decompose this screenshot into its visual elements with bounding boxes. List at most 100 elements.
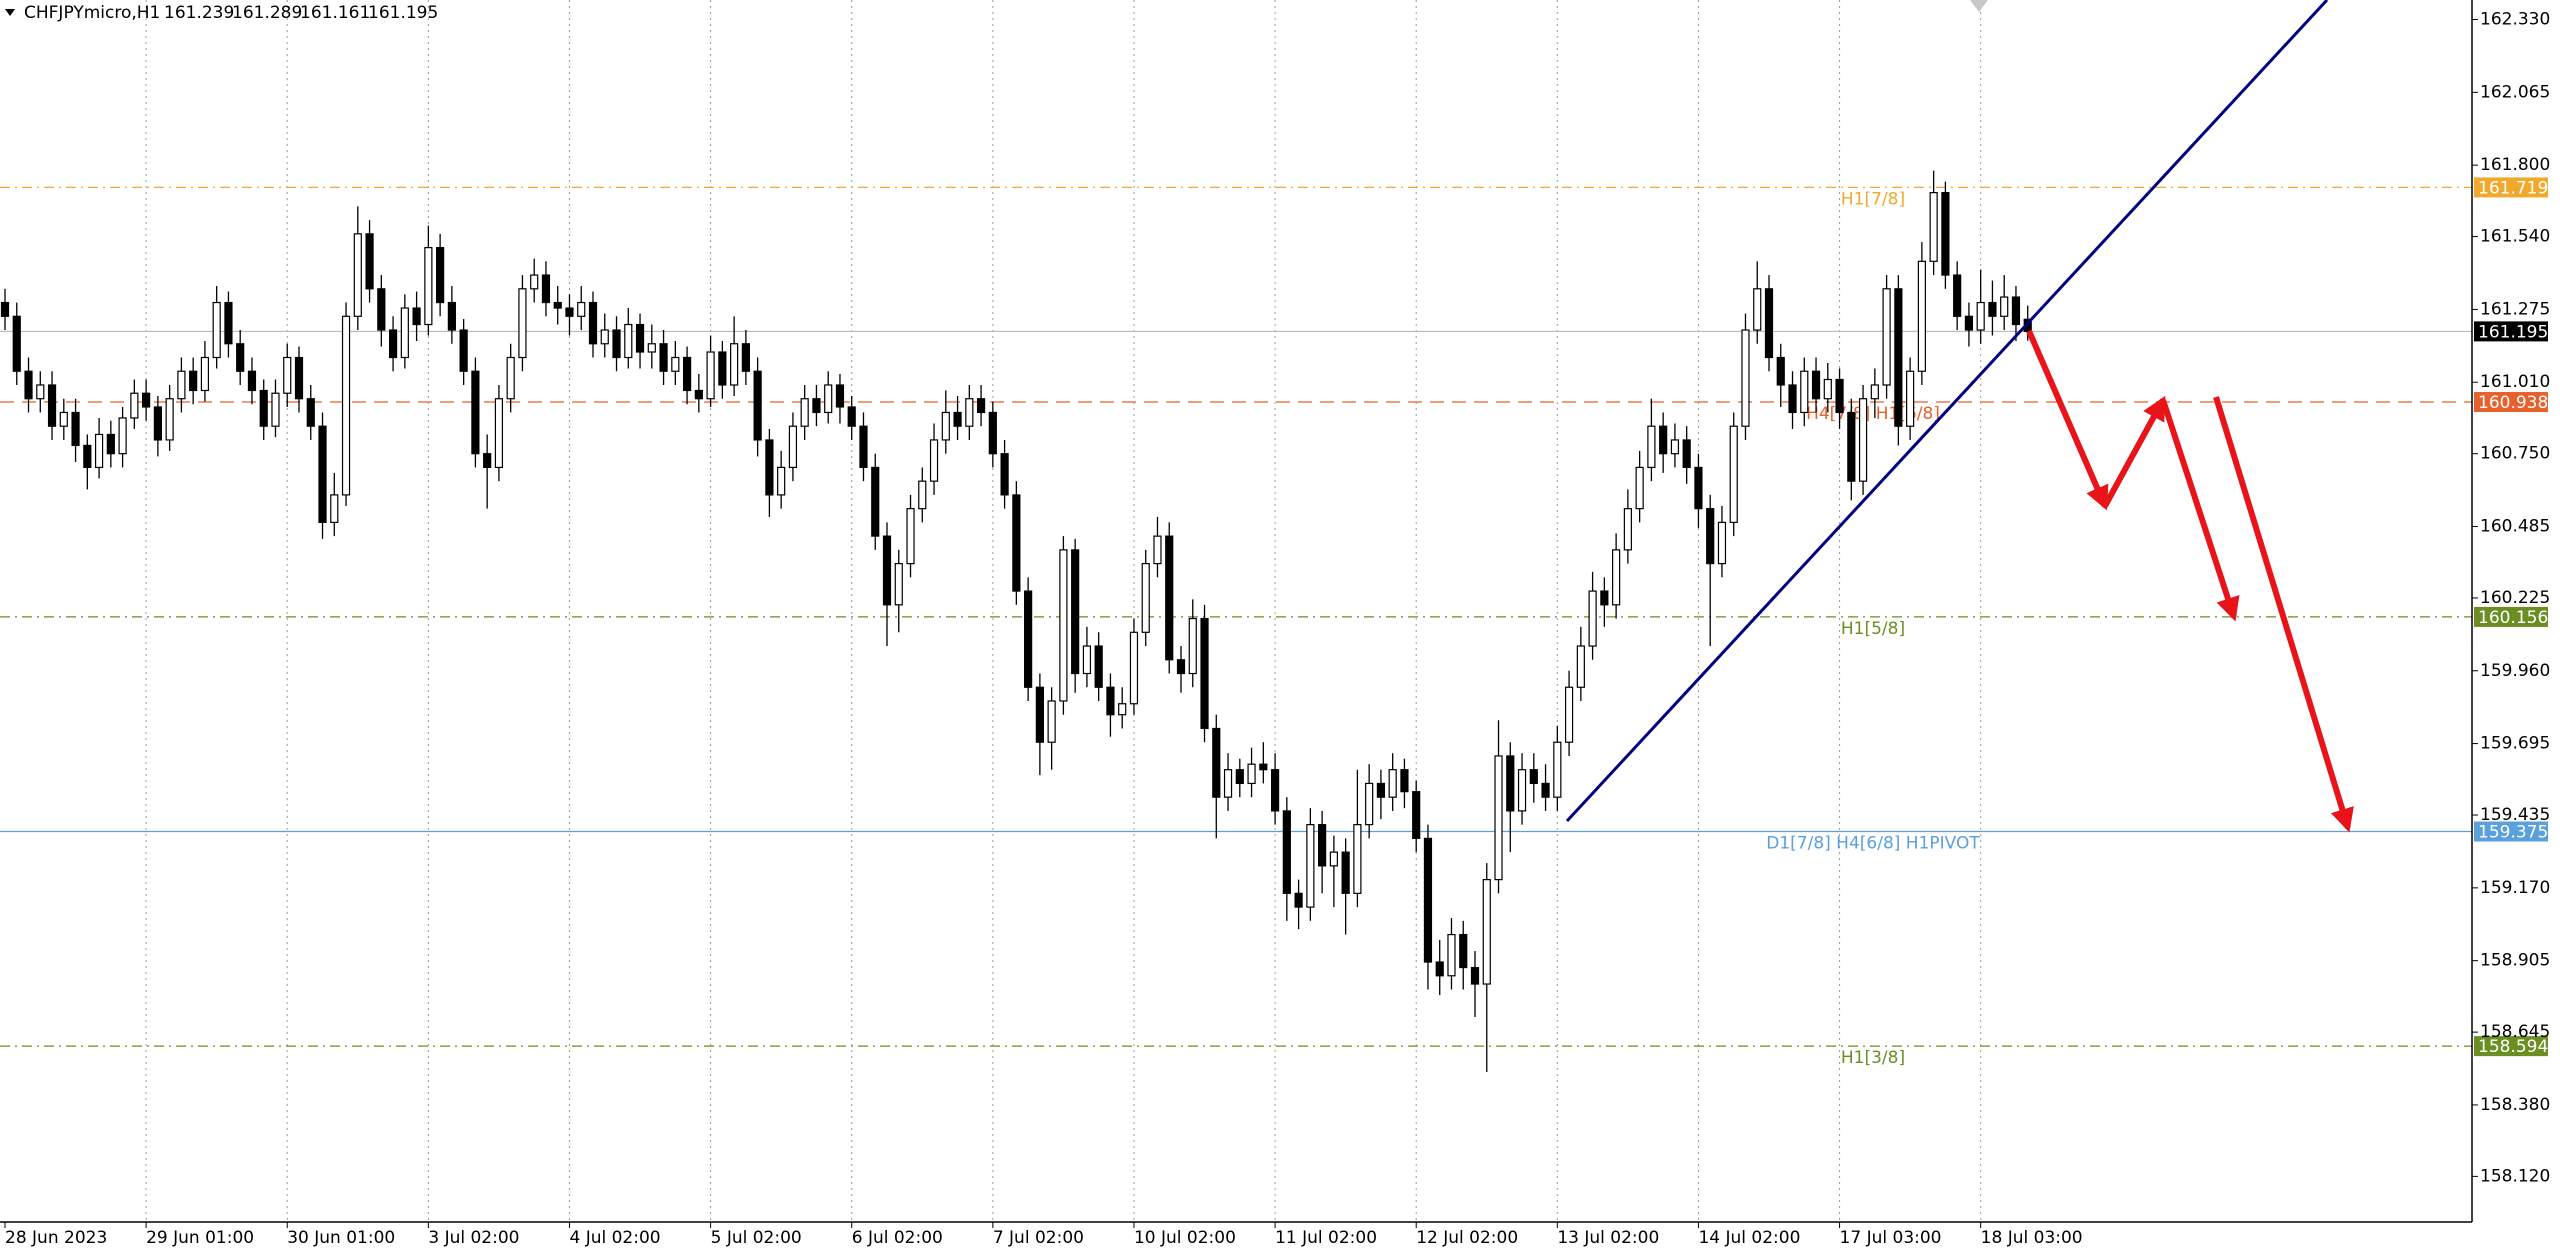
candle-body	[1635, 466, 1644, 510]
candle-body	[1094, 645, 1103, 688]
candle-body	[965, 398, 974, 427]
candle-body	[1247, 763, 1256, 785]
candle-body	[1517, 769, 1527, 812]
candle-body	[1612, 549, 1621, 606]
candle-body	[224, 301, 233, 345]
candle-body	[1494, 755, 1503, 881]
y-tick-label: 158.120	[2480, 1166, 2550, 1186]
candle-body	[741, 343, 750, 372]
header-close: 161.195	[368, 3, 438, 23]
candle-body	[530, 274, 539, 290]
candle-body	[1365, 782, 1374, 826]
candle-body	[577, 301, 586, 317]
price-tag-label: 159.375	[2478, 823, 2548, 843]
candle-body	[412, 307, 421, 326]
header-open: 161.239	[164, 3, 234, 23]
bid-tag	[2474, 321, 2548, 342]
x-tick-label: 18 Jul 03:00	[1981, 1228, 2083, 1248]
candle-body	[2000, 296, 2009, 317]
candle-body	[1682, 439, 1691, 469]
candle-body	[1118, 703, 1127, 716]
candle-body	[1353, 824, 1362, 894]
candle-body	[624, 323, 633, 359]
candle-body	[1764, 288, 1774, 359]
candle-body	[1318, 824, 1327, 867]
candle-body	[1200, 617, 1209, 730]
candle-body	[906, 508, 915, 565]
candle-body	[976, 398, 986, 414]
candle-body	[283, 356, 292, 394]
price-tag	[2474, 821, 2548, 842]
price-tag	[2474, 606, 2548, 627]
candle-body	[365, 233, 374, 290]
trend-line	[1565, 0, 2329, 823]
y-tick-label: 161.800	[2480, 155, 2550, 175]
y-tick-label: 162.065	[2480, 82, 2550, 102]
y-tick-label: 159.170	[2480, 878, 2550, 898]
candle-body	[71, 411, 80, 447]
candle-body	[941, 411, 950, 441]
candle-body	[1306, 824, 1315, 908]
candle-body	[1035, 686, 1044, 743]
candle-body	[1176, 659, 1186, 675]
candle-body	[1388, 769, 1397, 798]
candle-body	[1212, 727, 1221, 798]
candle-body	[1600, 590, 1609, 606]
candle-body	[1870, 384, 1879, 400]
candle-body	[1694, 466, 1703, 510]
candle-body	[718, 351, 727, 386]
y-tick-label: 158.645	[2480, 1022, 2550, 1042]
candle-body	[1259, 763, 1268, 771]
candle-body	[494, 398, 504, 469]
candle-body	[247, 370, 257, 392]
candle-body	[894, 562, 903, 606]
x-tick-label: 28 Jun 2023	[5, 1228, 107, 1248]
price-tag-label: 161.719	[2478, 178, 2548, 198]
candle-body	[1341, 851, 1350, 894]
candle-body	[330, 494, 339, 523]
candle-body	[1423, 837, 1433, 963]
candle-body	[12, 315, 21, 372]
candle-body	[1847, 411, 1856, 482]
candle-body	[1129, 631, 1139, 705]
candle-body	[483, 453, 492, 469]
candle-body	[189, 370, 198, 392]
candle-body	[236, 343, 245, 372]
candle-body	[24, 370, 33, 400]
candle-body	[565, 307, 574, 317]
price-tag	[2474, 392, 2548, 413]
candle-body	[988, 411, 997, 455]
x-tick-label: 12 Jul 02:00	[1416, 1228, 1518, 1248]
candle-body	[671, 356, 680, 372]
y-tick-label: 161.540	[2480, 227, 2550, 247]
candle-body	[730, 343, 739, 386]
candle-body	[635, 323, 645, 353]
candle-body	[353, 233, 362, 317]
candle-body	[765, 439, 774, 496]
header-high: 161.289	[232, 3, 302, 23]
candle-body	[1576, 645, 1585, 688]
x-tick-label: 7 Jul 02:00	[993, 1228, 1084, 1248]
header: CHFJPYmicro,H1 161.239 161.289 161.161 1…	[5, 3, 438, 23]
candle-body	[1376, 782, 1386, 798]
candle-body	[47, 384, 57, 427]
y-tick-label: 161.010	[2480, 372, 2550, 392]
forecast-arrow	[2160, 399, 2240, 622]
candle-body	[436, 246, 445, 304]
candle-body	[1047, 700, 1056, 743]
candle-body	[694, 389, 703, 400]
candle-body	[306, 398, 315, 427]
candle-body	[1470, 966, 1480, 985]
candle-body	[2011, 296, 2021, 326]
candle-body	[812, 398, 821, 414]
candle-body	[847, 406, 856, 427]
candle-body	[1588, 590, 1597, 647]
candle-body	[1400, 769, 1409, 793]
candle-body	[1811, 370, 1821, 400]
candle-body	[1412, 791, 1421, 839]
candle-body	[1858, 398, 1868, 482]
x-tick-label: 17 Jul 03:00	[1840, 1228, 1942, 1248]
candle-body	[1165, 535, 1174, 661]
